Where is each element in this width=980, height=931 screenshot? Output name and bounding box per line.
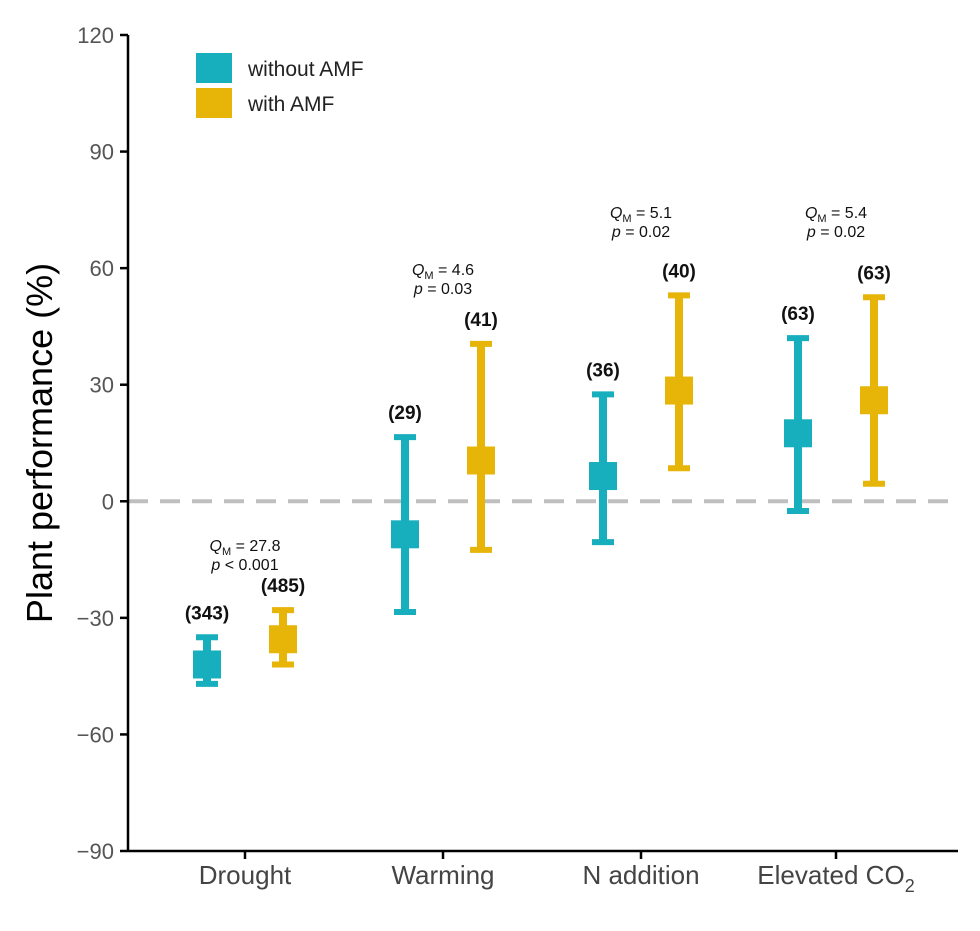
qm-statistic: QM = 5.1 bbox=[610, 205, 672, 225]
qm-statistic: QM = 5.4 bbox=[805, 205, 867, 225]
legend: without AMF with AMF bbox=[196, 53, 364, 118]
x-tick-label: Elevated CO2 bbox=[757, 860, 914, 896]
data-marks bbox=[193, 292, 888, 687]
x-tick-label: N addition bbox=[582, 860, 699, 890]
data-point bbox=[467, 446, 495, 475]
y-tick-label: 120 bbox=[77, 23, 114, 48]
data-point bbox=[665, 376, 693, 405]
sample-size-label: (40) bbox=[662, 261, 696, 282]
y-tick-label: 90 bbox=[90, 140, 114, 165]
y-tick-label: −90 bbox=[77, 839, 114, 864]
data-point bbox=[589, 462, 617, 491]
legend-swatch bbox=[196, 88, 232, 118]
sample-size-label: (485) bbox=[261, 576, 305, 597]
sample-size-label: (343) bbox=[185, 603, 229, 624]
data-point bbox=[269, 625, 297, 654]
p-value: p = 0.02 bbox=[611, 224, 670, 241]
x-tick-label: Drought bbox=[199, 860, 292, 890]
y-axis-label: Plant performance (%) bbox=[19, 263, 60, 623]
y-tick-label: 30 bbox=[90, 373, 114, 398]
legend-swatch bbox=[196, 53, 232, 83]
sample-size-label: (63) bbox=[781, 304, 815, 325]
data-point bbox=[391, 520, 419, 549]
x-tick-label: Warming bbox=[391, 860, 494, 890]
axes: −90 −60 −30 0 30 60 90 120 Drought Warming N addit… bbox=[77, 23, 958, 896]
data-point bbox=[193, 650, 221, 679]
y-tick-label: 0 bbox=[102, 489, 114, 514]
sample-size-label: (63) bbox=[857, 263, 891, 284]
y-tick-label: −30 bbox=[77, 606, 114, 631]
series-without-amf bbox=[193, 335, 812, 687]
p-value: p = 0.02 bbox=[806, 224, 865, 241]
annotations: (343) (29) (36) (63) (485) (41) (40) (63) QM = 2… bbox=[185, 205, 891, 624]
sample-size-label: (29) bbox=[388, 403, 422, 424]
p-value: p = 0.03 bbox=[413, 281, 472, 298]
sample-size-label: (36) bbox=[586, 360, 620, 381]
legend-label: without AMF bbox=[247, 58, 364, 81]
sample-size-label: (41) bbox=[464, 310, 498, 331]
data-point bbox=[784, 419, 812, 448]
data-point bbox=[860, 386, 888, 415]
y-tick-label: −60 bbox=[77, 722, 114, 747]
qm-statistic: QM = 4.6 bbox=[412, 262, 474, 282]
series-with-amf bbox=[269, 292, 888, 668]
p-value: p < 0.001 bbox=[210, 557, 278, 574]
legend-label: with AMF bbox=[247, 93, 334, 116]
y-tick-label: 60 bbox=[90, 256, 114, 281]
qm-statistic: QM = 27.8 bbox=[210, 538, 281, 558]
